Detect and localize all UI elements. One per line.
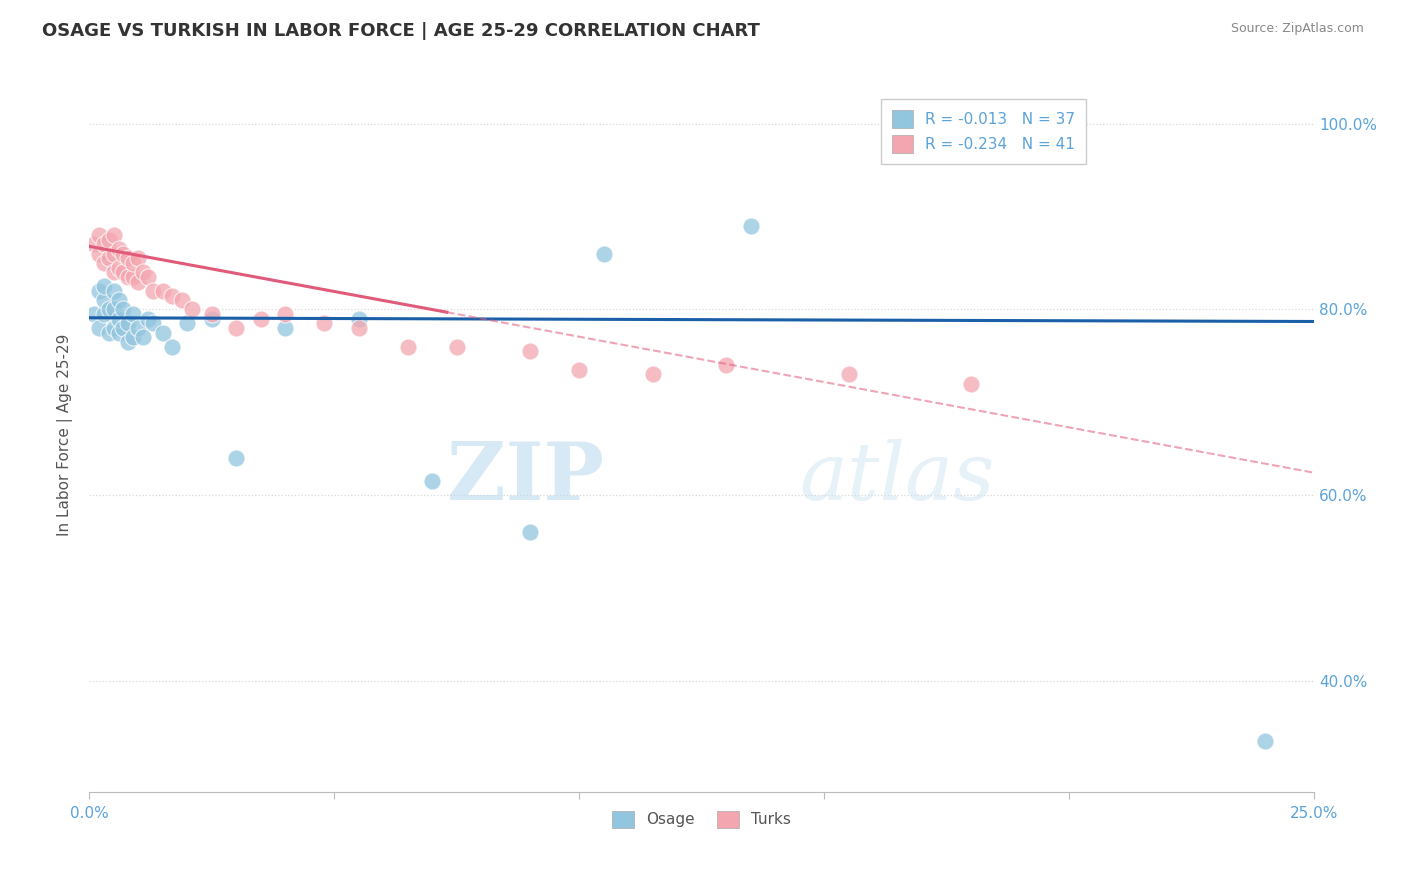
Text: Source: ZipAtlas.com: Source: ZipAtlas.com: [1230, 22, 1364, 36]
Point: [107, 293, 129, 307]
Point: [446, 340, 468, 354]
Point: [87, 246, 110, 260]
Point: [103, 265, 125, 279]
Point: [201, 311, 224, 326]
Point: [117, 334, 139, 349]
Point: [314, 316, 336, 330]
Point: [117, 316, 139, 330]
Point: [112, 265, 135, 279]
Point: [107, 242, 129, 256]
Point: [152, 284, 174, 298]
Point: [935, 117, 957, 131]
Point: [83, 307, 105, 321]
Point: [162, 340, 184, 354]
Point: [122, 269, 145, 284]
Point: [960, 376, 983, 391]
Point: [107, 326, 129, 340]
Point: [93, 293, 115, 307]
Legend: Osage, Turks: Osage, Turks: [606, 805, 797, 834]
Text: ZIP: ZIP: [447, 439, 603, 516]
Point: [127, 321, 149, 335]
Point: [87, 321, 110, 335]
Point: [103, 302, 125, 317]
Point: [347, 321, 370, 335]
Point: [201, 307, 224, 321]
Point: [112, 246, 135, 260]
Point: [117, 252, 139, 266]
Point: [162, 288, 184, 302]
Point: [347, 311, 370, 326]
Point: [97, 326, 120, 340]
Point: [93, 256, 115, 270]
Point: [641, 368, 664, 382]
Point: [83, 237, 105, 252]
Point: [127, 275, 149, 289]
Point: [396, 340, 419, 354]
Point: [107, 260, 129, 275]
Point: [172, 293, 194, 307]
Point: [592, 246, 614, 260]
Point: [740, 219, 762, 233]
Point: [420, 474, 443, 488]
Point: [1254, 734, 1277, 748]
Point: [97, 252, 120, 266]
Point: [838, 368, 860, 382]
Point: [274, 307, 297, 321]
Point: [142, 316, 165, 330]
Point: [93, 279, 115, 293]
Point: [112, 302, 135, 317]
Point: [136, 269, 159, 284]
Point: [225, 321, 247, 335]
Text: atlas: atlas: [800, 439, 995, 516]
Point: [714, 358, 737, 372]
Point: [112, 321, 135, 335]
Point: [103, 284, 125, 298]
Y-axis label: In Labor Force | Age 25-29: In Labor Force | Age 25-29: [58, 334, 73, 536]
Point: [132, 265, 155, 279]
Point: [103, 228, 125, 243]
Point: [93, 307, 115, 321]
Point: [519, 525, 541, 540]
Point: [122, 256, 145, 270]
Point: [127, 252, 149, 266]
Point: [87, 284, 110, 298]
Point: [97, 233, 120, 247]
Point: [519, 344, 541, 359]
Point: [107, 311, 129, 326]
Point: [274, 321, 297, 335]
Point: [152, 326, 174, 340]
Point: [181, 302, 204, 317]
Point: [117, 269, 139, 284]
Point: [103, 321, 125, 335]
Point: [122, 307, 145, 321]
Point: [249, 311, 271, 326]
Point: [122, 330, 145, 344]
Point: [176, 316, 198, 330]
Point: [97, 302, 120, 317]
Point: [93, 237, 115, 252]
Point: [142, 284, 165, 298]
Point: [132, 330, 155, 344]
Point: [225, 450, 247, 465]
Text: OSAGE VS TURKISH IN LABOR FORCE | AGE 25-29 CORRELATION CHART: OSAGE VS TURKISH IN LABOR FORCE | AGE 25…: [42, 22, 761, 40]
Point: [136, 311, 159, 326]
Point: [87, 228, 110, 243]
Point: [103, 246, 125, 260]
Point: [568, 363, 591, 377]
